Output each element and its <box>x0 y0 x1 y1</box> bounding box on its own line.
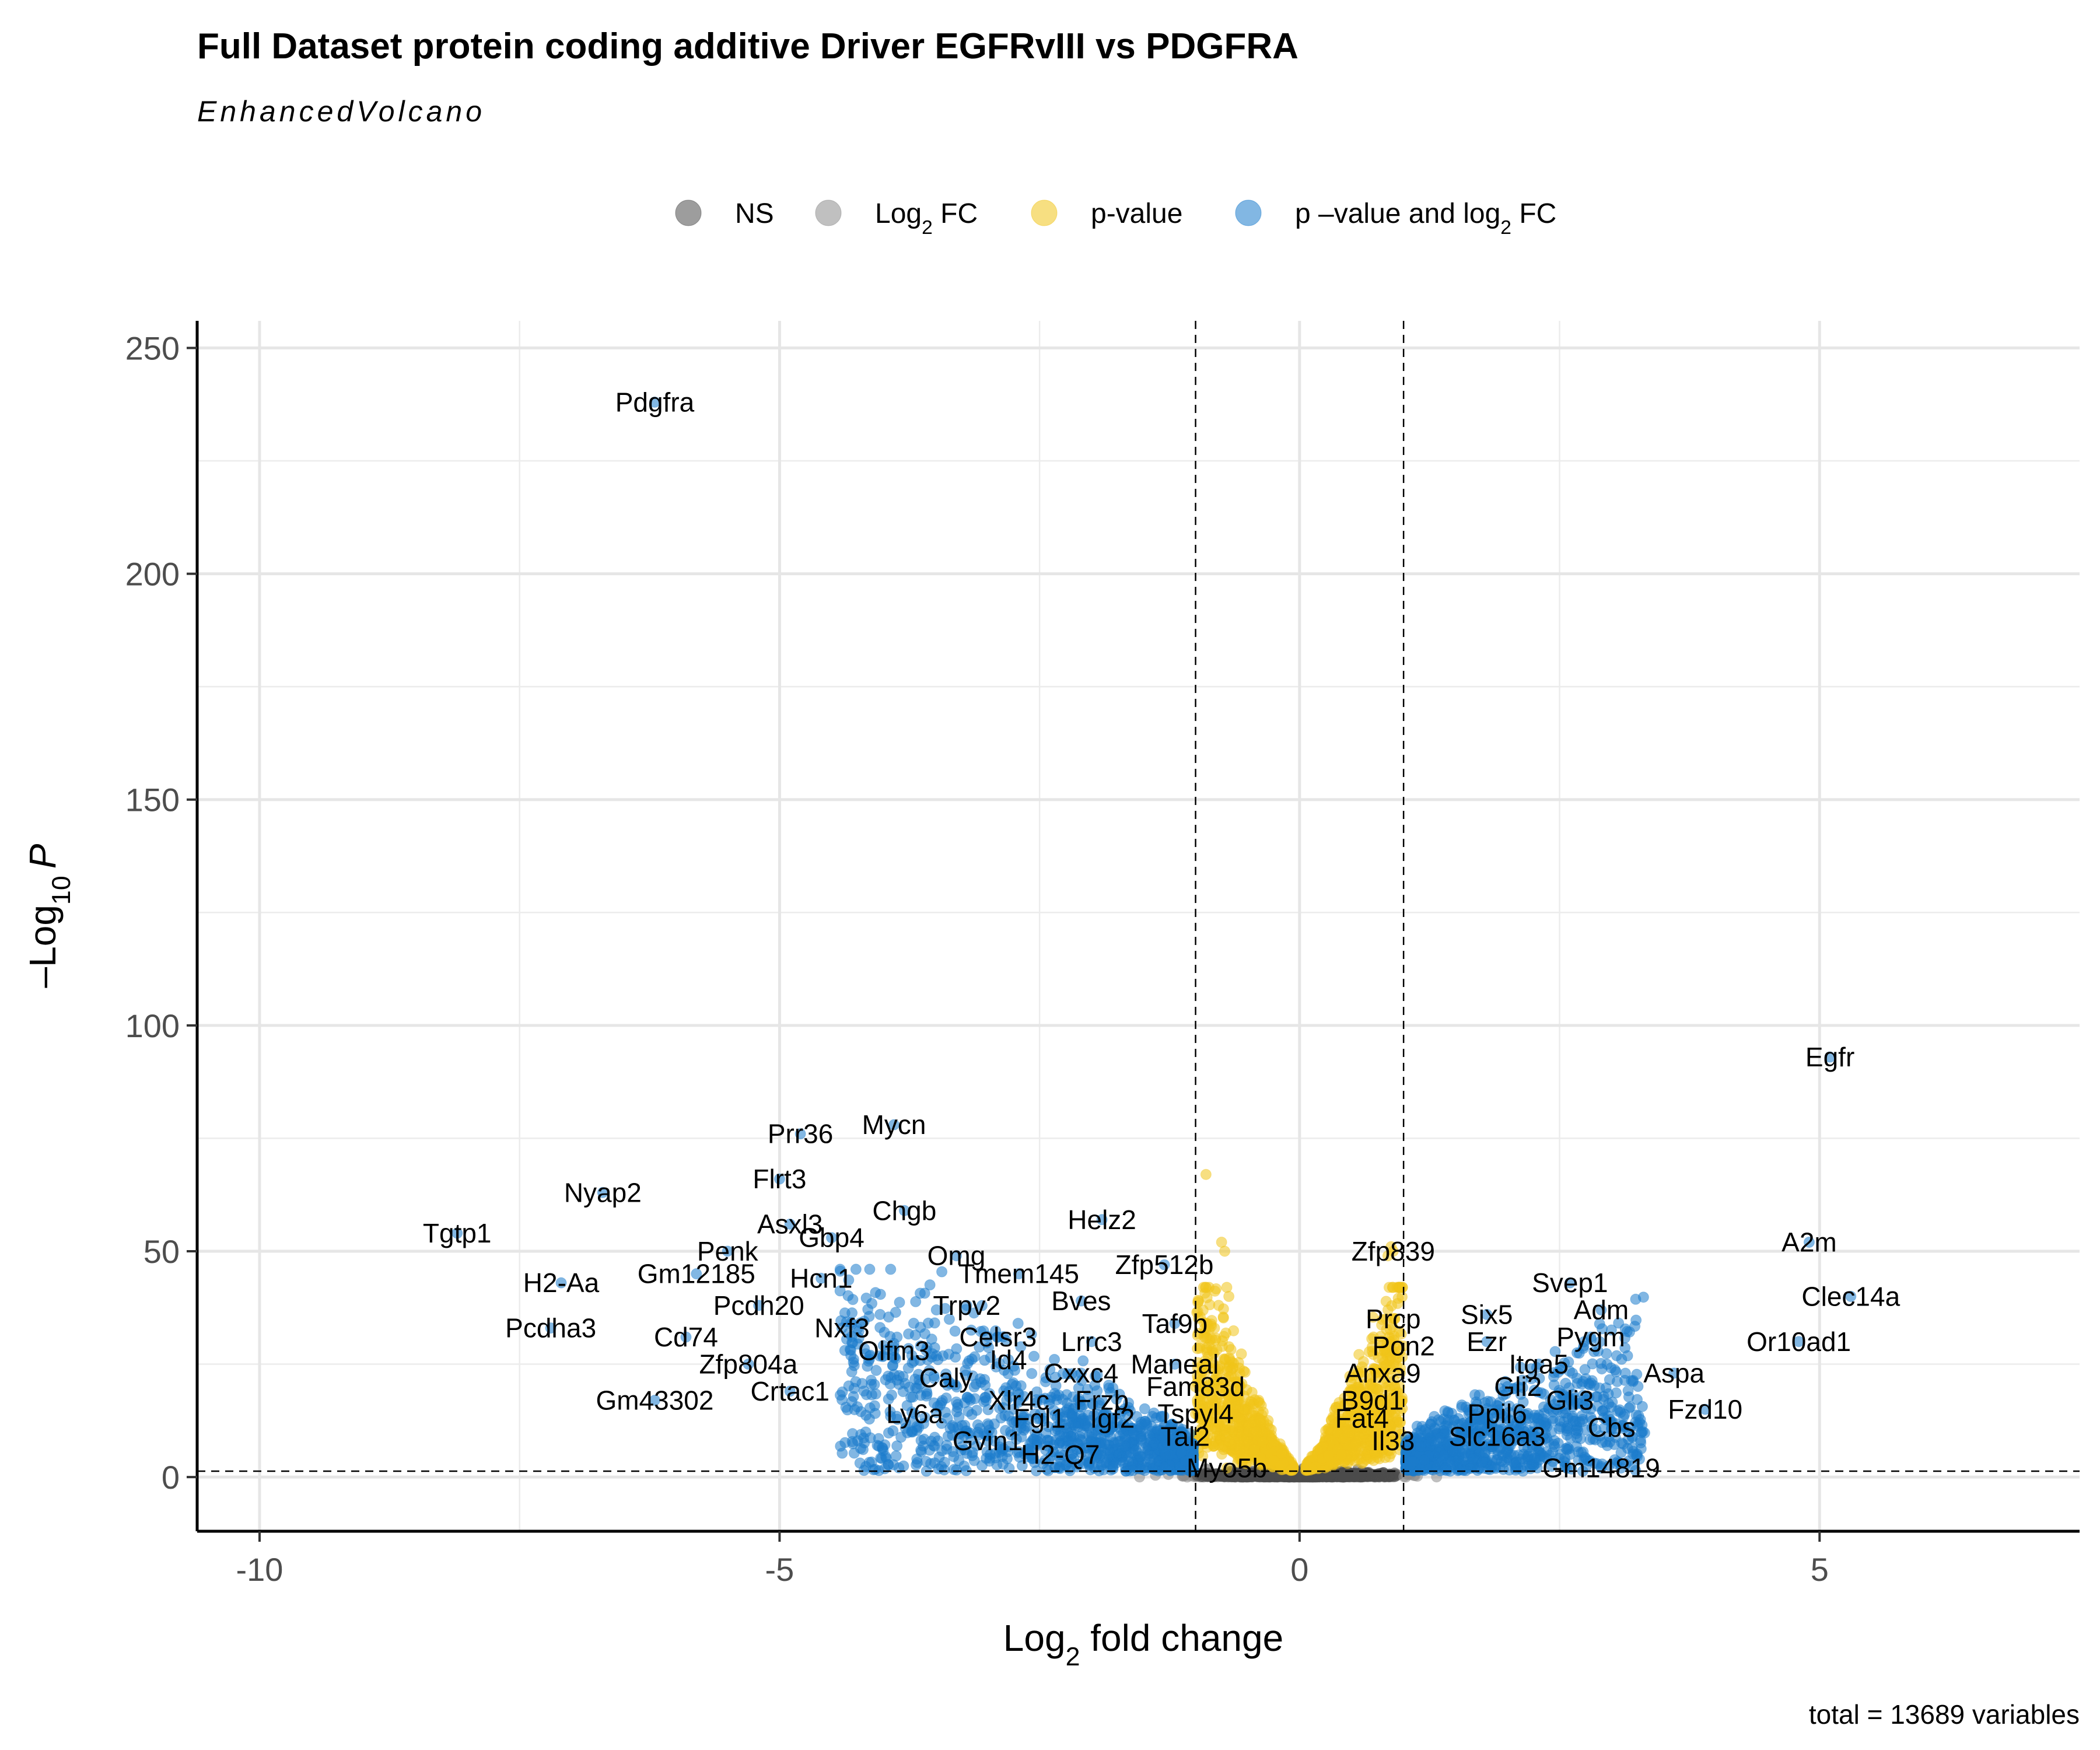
point-both <box>939 1464 950 1476</box>
point-ns <box>1389 1467 1401 1479</box>
point-p <box>1213 1300 1224 1311</box>
point-both <box>915 1321 926 1333</box>
point-both <box>1627 1376 1639 1387</box>
point-both <box>885 1264 897 1275</box>
point-p <box>1336 1449 1348 1461</box>
chart-title: Full Dataset protein coding additive Dri… <box>197 26 1298 66</box>
point-both <box>1609 1364 1620 1376</box>
point-both <box>842 1404 853 1416</box>
point-p <box>1254 1414 1266 1426</box>
point-p <box>1361 1454 1373 1465</box>
point-both <box>869 1400 880 1412</box>
legend-key-ns <box>675 200 702 226</box>
point-p <box>1269 1436 1280 1447</box>
point-both <box>921 1455 932 1467</box>
point-p <box>1225 1344 1237 1356</box>
point-both <box>874 1289 886 1300</box>
point-p <box>1223 1436 1235 1447</box>
point-both <box>937 1350 949 1362</box>
point-both <box>1622 1385 1634 1396</box>
point-p <box>1253 1395 1265 1406</box>
point-both <box>846 1428 858 1440</box>
point-both <box>835 1440 846 1452</box>
point-both <box>1564 1432 1576 1444</box>
point-p <box>1209 1285 1221 1297</box>
point-p <box>1353 1432 1364 1443</box>
point-p <box>1322 1423 1334 1435</box>
chart-subtitle: EnhancedVolcano <box>197 95 485 128</box>
point-p <box>1213 1439 1224 1451</box>
point-both <box>857 1444 869 1455</box>
point-both <box>1139 1419 1151 1430</box>
point-both <box>890 1450 902 1462</box>
point-both <box>1619 1367 1631 1379</box>
point-p <box>1228 1325 1240 1336</box>
legend-label-fc: Log2 FC <box>875 198 978 239</box>
point-both <box>950 1396 962 1408</box>
point-p <box>1236 1348 1247 1360</box>
point-both <box>1587 1358 1598 1370</box>
point-both <box>860 1409 872 1421</box>
point-both <box>1630 1293 1642 1305</box>
point-p <box>1393 1282 1405 1293</box>
point-both <box>1623 1326 1635 1338</box>
point-p <box>1276 1448 1287 1460</box>
point-both <box>915 1434 927 1446</box>
point-both <box>890 1307 901 1318</box>
point-both <box>1630 1314 1642 1326</box>
point-both <box>864 1264 876 1275</box>
legend: NS Log2 FC p-value p –value and log2 FC <box>675 198 1556 239</box>
point-p <box>1275 1460 1287 1472</box>
point-ns <box>1342 1468 1353 1479</box>
point-both <box>836 1394 848 1406</box>
point-both <box>864 1432 876 1444</box>
point-ns <box>1373 1471 1385 1483</box>
point-both <box>914 1287 926 1299</box>
point-both <box>911 1453 923 1465</box>
point-both <box>1433 1414 1444 1426</box>
point-both <box>1575 1433 1587 1444</box>
legend-label-both: p –value and log2 FC <box>1295 198 1556 239</box>
point-both <box>870 1364 882 1376</box>
legend-label-ns: NS <box>735 198 774 229</box>
legend-label-p: p-value <box>1091 198 1182 229</box>
point-both <box>933 1451 945 1463</box>
point-both <box>962 1391 974 1403</box>
point-both <box>942 1412 953 1424</box>
point-both <box>860 1389 872 1401</box>
point-both <box>869 1378 880 1390</box>
point-both <box>1616 1353 1628 1365</box>
point-both <box>1028 1350 1040 1362</box>
point-both <box>1636 1426 1647 1438</box>
point-both <box>1596 1363 1608 1375</box>
point-both <box>1636 1401 1648 1412</box>
point-both <box>883 1427 894 1439</box>
point-both <box>894 1297 905 1308</box>
point-both <box>846 1366 858 1378</box>
point-both <box>870 1388 881 1400</box>
point-both <box>979 1354 991 1366</box>
point-ns <box>1363 1466 1374 1478</box>
point-both <box>874 1322 886 1334</box>
legend-key-fc <box>815 200 842 226</box>
point-both <box>1139 1403 1150 1415</box>
point-p <box>1209 1334 1221 1346</box>
point-both <box>971 1405 982 1416</box>
legend-key-p <box>1031 200 1058 226</box>
point-p <box>1233 1416 1245 1427</box>
point-p <box>1300 1465 1312 1476</box>
point-p <box>1199 1282 1211 1293</box>
point-both <box>858 1465 870 1476</box>
legend-key-both <box>1235 200 1262 226</box>
point-both <box>867 1464 879 1476</box>
point-both <box>1026 1368 1038 1380</box>
point-p <box>1322 1450 1334 1461</box>
point-p <box>1218 1353 1230 1365</box>
point-both <box>839 1345 850 1356</box>
